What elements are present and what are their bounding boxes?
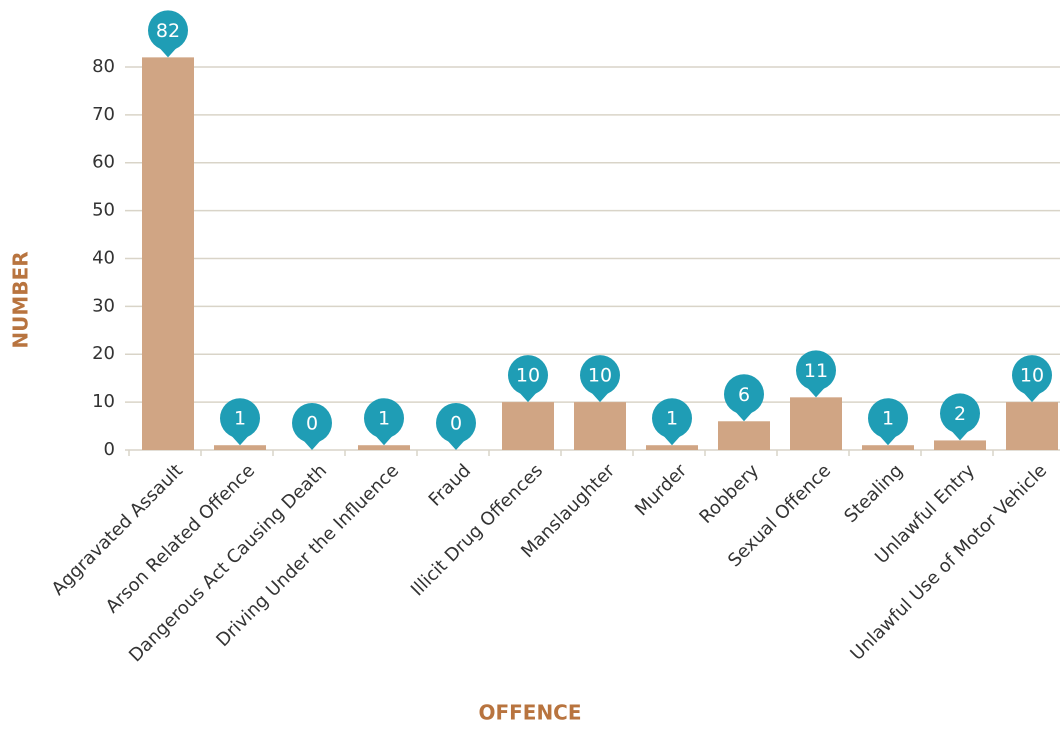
- y-tick-label: 70: [92, 104, 115, 125]
- bar: [646, 445, 698, 450]
- bar: [358, 445, 410, 450]
- value-marker: 6: [724, 374, 764, 422]
- marker-pin: [303, 440, 321, 450]
- y-tick-label: 0: [104, 439, 115, 460]
- x-tick-label: Fraud: [425, 460, 475, 510]
- marker-circle: [508, 355, 548, 396]
- value-marker: 1: [868, 398, 908, 446]
- value-label: 0: [306, 413, 318, 435]
- bar: [142, 57, 194, 450]
- bar: [862, 445, 914, 450]
- marker-pin: [591, 392, 609, 403]
- value-label: 10: [1020, 365, 1044, 387]
- marker-pin: [735, 411, 753, 422]
- marker-pin: [519, 392, 537, 403]
- value-label: 1: [882, 408, 894, 430]
- x-tick-label: Stealing: [840, 460, 907, 527]
- value-marker: 11: [796, 350, 836, 398]
- y-tick-label: 10: [92, 391, 115, 412]
- value-marker: 1: [652, 398, 692, 446]
- marker-pin: [1023, 392, 1041, 403]
- y-tick-label: 60: [92, 152, 115, 173]
- x-axis-title: OFFENCE: [478, 701, 581, 725]
- x-tick-label: Murder: [631, 460, 691, 520]
- y-tick-label: 30: [92, 295, 115, 316]
- marker-circle: [436, 403, 476, 443]
- y-tick-label: 40: [92, 247, 115, 268]
- marker-pin: [231, 435, 249, 446]
- bar: [1006, 402, 1058, 450]
- marker-pin: [447, 440, 465, 450]
- value-marker: 10: [508, 355, 548, 403]
- x-tick-label: Illicit Drug Offences: [407, 460, 547, 600]
- marker-circle: [868, 398, 908, 439]
- bar: [502, 402, 554, 450]
- bar: [214, 445, 266, 450]
- bar: [934, 440, 986, 450]
- x-tick-label: Robbery: [695, 460, 763, 528]
- x-tick-label: Arson Related Offence: [102, 460, 259, 617]
- marker-circle: [292, 403, 332, 443]
- marker-circle: [580, 355, 620, 396]
- bar: [718, 421, 770, 450]
- value-label: 10: [588, 365, 612, 387]
- bar: [790, 397, 842, 450]
- marker-pin: [663, 435, 681, 446]
- marker-pin: [807, 387, 825, 398]
- value-marker: 10: [1012, 355, 1052, 403]
- value-marker: 1: [364, 398, 404, 446]
- bar: [574, 402, 626, 450]
- marker-circle: [796, 350, 836, 391]
- value-marker: 10: [580, 355, 620, 403]
- value-label: 6: [738, 384, 750, 406]
- value-marker: 82: [148, 10, 188, 58]
- value-label: 82: [156, 20, 180, 42]
- marker-circle: [148, 10, 188, 51]
- y-axis-title: NUMBER: [9, 251, 33, 348]
- value-label: 1: [234, 408, 246, 430]
- y-tick-label: 80: [92, 56, 115, 77]
- value-label: 0: [450, 413, 462, 435]
- marker-circle: [940, 393, 980, 434]
- value-marker: 2: [940, 393, 980, 441]
- y-tick-label: 20: [92, 343, 115, 364]
- value-label: 10: [516, 365, 540, 387]
- value-marker: 0: [292, 403, 332, 450]
- value-marker: 0: [436, 403, 476, 450]
- marker-circle: [1012, 355, 1052, 396]
- marker-pin: [159, 47, 177, 58]
- marker-pin: [951, 430, 969, 441]
- marker-circle: [652, 398, 692, 439]
- value-marker: 1: [220, 398, 260, 446]
- x-tick-label: Aggravated Assault: [48, 460, 187, 599]
- marker-pin: [375, 435, 393, 446]
- value-label: 2: [954, 403, 966, 425]
- value-label: 1: [378, 408, 390, 430]
- marker-circle: [724, 374, 764, 415]
- y-tick-label: 50: [92, 200, 115, 221]
- value-label: 1: [666, 408, 678, 430]
- marker-circle: [364, 398, 404, 439]
- value-label: 11: [804, 360, 828, 382]
- marker-circle: [220, 398, 260, 439]
- marker-pin: [879, 435, 897, 446]
